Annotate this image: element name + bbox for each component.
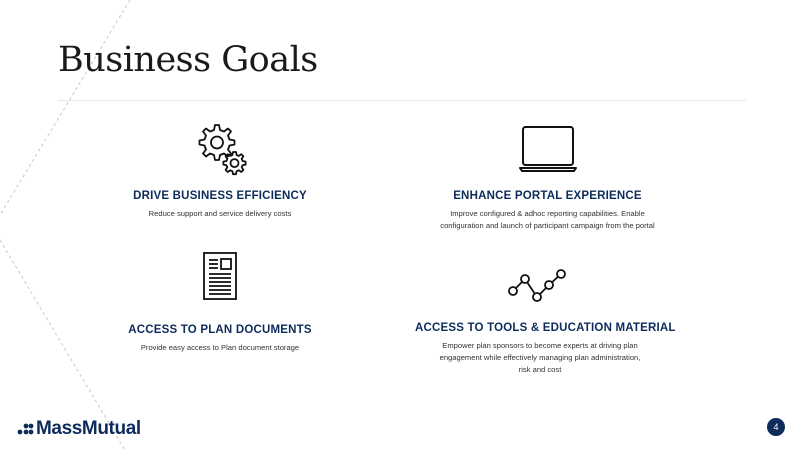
goal-description-line: Provide easy access to Plan document sto… (140, 343, 300, 352)
document-icon (203, 252, 237, 300)
goal-drive-business-efficiency: DRIVE BUSINESS EFFICIENCY Reduce support… (120, 118, 320, 220)
goal-description: Provide easy access to Plan document sto… (120, 342, 320, 354)
goal-description: Empower plan sponsors to become experts … (415, 340, 665, 376)
goal-heading: ACCESS TO PLAN DOCUMENTS (128, 324, 312, 336)
goal-description-line: risk and cost (518, 365, 562, 374)
goal-description-line: engagement while effectively managing pl… (439, 353, 641, 362)
massmutual-logo: MassMutual (16, 418, 141, 440)
goal-description-line: Reduce support and service delivery cost… (148, 209, 292, 218)
goal-description-line: configuration and launch of participant … (440, 221, 655, 230)
goal-heading: ACCESS TO TOOLS & EDUCATION MATERIAL (415, 322, 676, 334)
line-chart-icon (508, 269, 566, 302)
brand-name: MassMutual (36, 418, 141, 439)
goal-heading: DRIVE BUSINESS EFFICIENCY (133, 190, 307, 202)
goal-description-line: Empower plan sponsors to become experts … (442, 341, 638, 350)
goal-description: Reduce support and service delivery cost… (120, 208, 320, 220)
goal-access-plan-documents: ACCESS TO PLAN DOCUMENTS Provide easy ac… (120, 250, 320, 354)
page-title: Business Goals (58, 40, 318, 80)
laptop-icon (518, 126, 577, 172)
goal-heading: ENHANCE PORTAL EXPERIENCE (453, 190, 642, 202)
dots-logo-icon (17, 423, 34, 435)
page-number-badge: 4 (767, 418, 785, 436)
goal-access-tools-education: ACCESS TO TOOLS & EDUCATION MATERIAL Emp… (415, 258, 676, 376)
goal-description-line: Improve configured & adhoc reporting cap… (450, 209, 645, 218)
title-divider (58, 100, 746, 101)
gears-icon (198, 124, 247, 176)
goal-description: Improve configured & adhoc reporting cap… (420, 208, 675, 232)
goal-enhance-portal-experience: ENHANCE PORTAL EXPERIENCE Improve config… (420, 118, 675, 232)
